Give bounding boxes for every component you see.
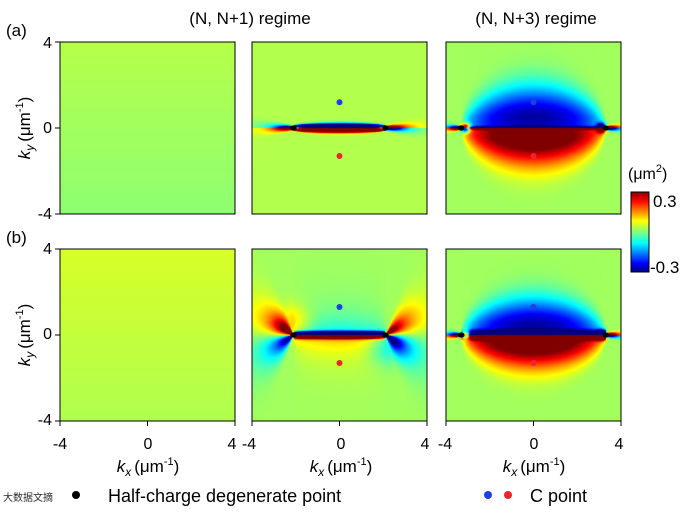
x-tick-right-p1: 4 bbox=[228, 436, 237, 453]
x-tick-right-p2: 4 bbox=[421, 436, 430, 453]
y-tick-bottom-b: -4 bbox=[38, 412, 52, 429]
heatmap-panel-b2 bbox=[252, 249, 427, 421]
half-charge-point-a2-0 bbox=[290, 125, 297, 131]
title-left: (N, N+1) regime bbox=[189, 9, 310, 28]
half-charge-point-a3-1 bbox=[602, 125, 609, 131]
half-charge-point-a3-0 bbox=[458, 125, 465, 131]
c-point-b3-0 bbox=[530, 304, 537, 311]
colorbar-min-label: -0.3 bbox=[650, 258, 679, 277]
c-point-a3-0 bbox=[530, 99, 537, 106]
legend-half-charge-label: Half-charge degenerate point bbox=[108, 486, 341, 506]
legend-c-point-marker-blue bbox=[484, 491, 492, 499]
y-tick-mid-b: 0 bbox=[43, 326, 52, 343]
watermark: 大数据文摘 bbox=[3, 491, 53, 504]
y-tick-bottom-a: -4 bbox=[38, 206, 52, 223]
title-right: (N, N+3) regime bbox=[475, 9, 596, 28]
heatmap-panel-a2 bbox=[252, 42, 427, 214]
colorbar-unit: (μm2) bbox=[628, 163, 667, 183]
x-axis-label-3: kx (μm-1) bbox=[503, 456, 566, 479]
heatmap-panel-b3 bbox=[446, 249, 621, 421]
c-point-a2-0 bbox=[336, 99, 343, 106]
heatmap-panel-a1 bbox=[60, 42, 235, 214]
panel-frame-a3 bbox=[445, 41, 622, 215]
y-tick-top-a: 4 bbox=[43, 35, 52, 52]
half-charge-point-b3-1 bbox=[602, 332, 609, 338]
row-label-a: (a) bbox=[6, 21, 27, 40]
x-tick-mid-p3: 0 bbox=[530, 436, 539, 453]
x-tick-left-p2: -4 bbox=[242, 436, 256, 453]
y-tick-top-b: 4 bbox=[43, 241, 52, 258]
c-point-b2-1 bbox=[336, 359, 343, 366]
colorbar-max-label: 0.3 bbox=[653, 192, 677, 211]
half-charge-point-b2-1 bbox=[382, 332, 389, 338]
c-point-b2-0 bbox=[336, 304, 343, 311]
y-axis-label-b: ky(μm-1) bbox=[14, 304, 37, 367]
y-axis-label-a: ky(μm-1) bbox=[14, 97, 37, 160]
half-charge-point-b2-0 bbox=[290, 332, 297, 338]
heatmap-panel-b1 bbox=[60, 249, 235, 421]
x-axis-label-1: kx (μm-1) bbox=[117, 456, 180, 479]
y-tick-mid-a: 0 bbox=[43, 120, 52, 137]
c-point-b3-1 bbox=[530, 359, 537, 366]
row-label-b: (b) bbox=[6, 228, 27, 247]
x-tick-left-p1: -4 bbox=[53, 436, 67, 453]
half-charge-point-a2-1 bbox=[382, 125, 389, 131]
x-tick-left-p3: -4 bbox=[438, 436, 452, 453]
legend-c-point-marker-red bbox=[504, 491, 512, 499]
legend-half-charge-marker bbox=[72, 491, 80, 499]
heatmap-panel-a3 bbox=[446, 42, 621, 214]
x-tick-right-p3: 4 bbox=[615, 436, 624, 453]
x-axis-label-2: kx (μm-1) bbox=[310, 456, 373, 479]
x-tick-mid-p2: 0 bbox=[337, 436, 346, 453]
legend-c-point-label: C point bbox=[530, 486, 587, 506]
colorbar bbox=[630, 191, 650, 273]
heatmap-panels bbox=[55, 41, 622, 426]
half-charge-point-b3-0 bbox=[458, 332, 465, 338]
panel-frame-a2 bbox=[251, 41, 428, 215]
c-point-a2-1 bbox=[336, 152, 343, 159]
c-point-a3-1 bbox=[530, 152, 537, 159]
x-tick-mid-p1: 0 bbox=[144, 436, 153, 453]
